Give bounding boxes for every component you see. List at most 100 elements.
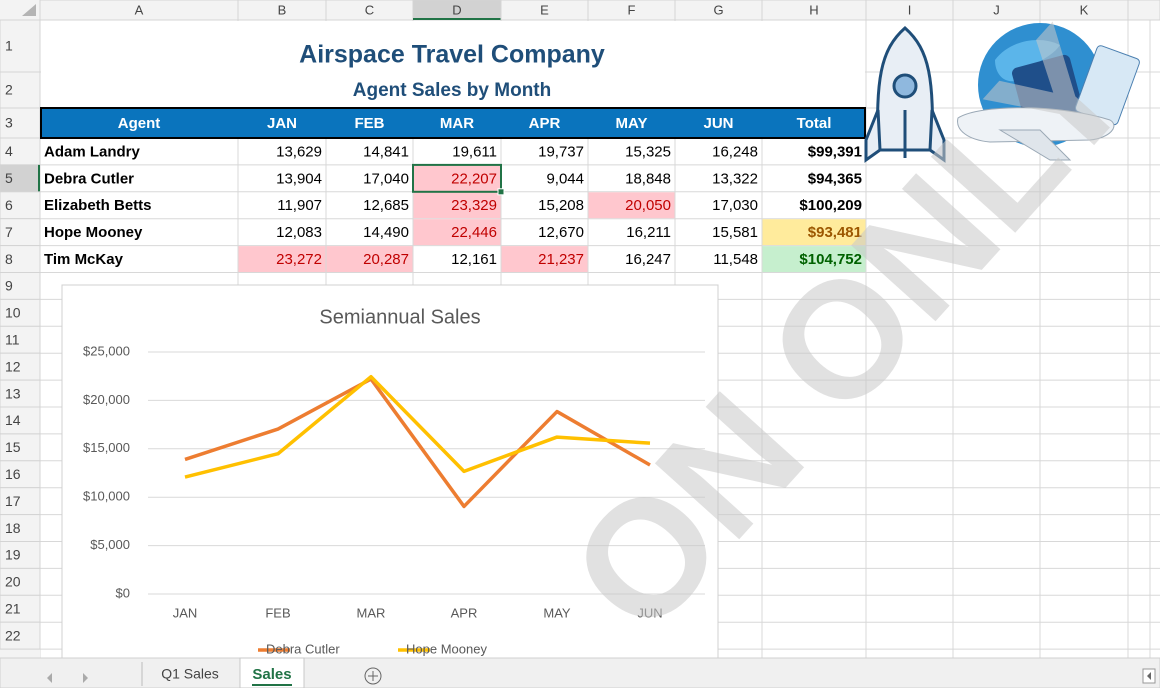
sales-cell[interactable]: 19,737 <box>538 143 584 160</box>
table-header-cell: FEB <box>355 115 385 132</box>
sales-cell[interactable]: 12,670 <box>538 224 584 241</box>
sales-cell[interactable]: 14,841 <box>363 143 409 160</box>
sheet-tab-active[interactable]: Sales <box>252 666 291 683</box>
sales-cell[interactable]: 16,248 <box>712 143 758 160</box>
row-header-label: 17 <box>5 493 21 509</box>
row-header-label: 12 <box>5 358 21 374</box>
sales-cell[interactable]: 20,050 <box>625 197 671 214</box>
row-header-label: 5 <box>5 170 13 186</box>
row-header-label: 21 <box>5 600 21 616</box>
row-header-label: 20 <box>5 574 21 590</box>
sales-cell[interactable]: 12,083 <box>276 224 322 241</box>
sales-cell[interactable]: 12,161 <box>451 251 497 268</box>
y-tick-label: $5,000 <box>90 537 130 552</box>
total-cell[interactable]: $99,391 <box>808 143 862 160</box>
row-header-label: 7 <box>5 224 13 240</box>
x-tick-label: FEB <box>265 605 290 620</box>
table-header-cell: JAN <box>267 115 297 132</box>
column-header-label: C <box>365 2 374 17</box>
x-tick-label: MAR <box>357 605 386 620</box>
column-header-label: D <box>452 2 461 17</box>
x-tick-label: JAN <box>173 605 198 620</box>
table-header-cell: APR <box>529 115 561 132</box>
chart-area <box>62 285 718 685</box>
row-header-label: 6 <box>5 197 13 213</box>
row-header-label: 9 <box>5 278 13 294</box>
sales-cell[interactable]: 15,581 <box>712 224 758 241</box>
row-header-label: 2 <box>5 82 13 98</box>
row-header-label: 18 <box>5 520 21 536</box>
sheet-title: Airspace Travel Company <box>299 41 605 69</box>
column-header-label: G <box>713 2 723 17</box>
sheet-subtitle: Agent Sales by Month <box>353 80 551 101</box>
column-header-label: E <box>540 2 549 17</box>
sales-cell[interactable]: 17,040 <box>363 170 409 187</box>
sales-cell[interactable]: 9,044 <box>546 170 584 187</box>
row-header-label: 22 <box>5 627 21 643</box>
column-header-label: H <box>809 2 818 17</box>
total-cell[interactable]: $104,752 <box>799 251 862 268</box>
total-cell[interactable]: $100,209 <box>799 197 862 214</box>
row-header-label: 13 <box>5 385 21 401</box>
y-tick-label: $15,000 <box>83 440 130 455</box>
sheet-tab[interactable]: Q1 Sales <box>161 666 219 682</box>
column-header-label: A <box>135 2 144 17</box>
sales-cell[interactable]: 13,322 <box>712 170 758 187</box>
sales-cell[interactable]: 16,211 <box>626 224 671 241</box>
agent-name[interactable]: Debra Cutler <box>44 170 134 187</box>
column-header-label: K <box>1080 2 1089 17</box>
sales-cell[interactable]: 11,548 <box>713 251 758 268</box>
row-header-label: 16 <box>5 466 21 482</box>
total-cell[interactable]: $94,365 <box>808 170 862 187</box>
table-header-cell: MAR <box>440 115 474 132</box>
sales-cell[interactable]: 15,208 <box>538 197 584 214</box>
page: ABCDEFGHIJK12345678910111213141516171819… <box>0 0 1160 688</box>
y-tick-label: $20,000 <box>83 392 130 407</box>
sales-cell[interactable]: 16,247 <box>625 251 671 268</box>
chart-title: Semiannual Sales <box>319 306 480 328</box>
row-header-label: 15 <box>5 439 21 455</box>
sales-cell[interactable]: 12,685 <box>363 197 409 214</box>
sales-cell[interactable]: 15,325 <box>625 143 671 160</box>
legend-label: Debra Cutler <box>266 641 340 656</box>
sales-cell[interactable]: 17,030 <box>712 197 758 214</box>
agent-name[interactable]: Elizabeth Betts <box>44 197 152 214</box>
row-header-label: 14 <box>5 412 21 428</box>
sales-cell[interactable]: 20,287 <box>363 251 409 268</box>
sales-cell[interactable]: 22,207 <box>451 170 497 187</box>
column-header-label: I <box>908 2 912 17</box>
sales-cell[interactable]: 13,629 <box>276 143 322 160</box>
sales-cell[interactable]: 22,446 <box>451 224 497 241</box>
agent-name[interactable]: Adam Landry <box>44 143 141 160</box>
column-header-label: F <box>628 2 636 17</box>
y-tick-label: $0 <box>116 585 130 600</box>
row-header-label: 4 <box>5 143 13 159</box>
sales-cell[interactable]: 23,329 <box>451 197 497 214</box>
sales-cell[interactable]: 13,904 <box>276 170 322 187</box>
excel-window: ABCDEFGHIJK12345678910111213141516171819… <box>0 0 1160 688</box>
row-header-label: 10 <box>5 305 21 321</box>
row-header-label: 3 <box>5 115 13 131</box>
row-header-label: 19 <box>5 547 21 563</box>
x-tick-label: MAY <box>543 605 571 620</box>
column-header <box>1128 0 1160 20</box>
row-header-label: 1 <box>5 38 13 54</box>
agent-name[interactable]: Tim McKay <box>44 251 124 268</box>
column-header-label: B <box>278 2 287 17</box>
row-header-label: 11 <box>5 331 20 347</box>
sales-cell[interactable]: 23,272 <box>276 251 322 268</box>
fill-handle <box>498 189 504 195</box>
sales-cell[interactable]: 19,611 <box>452 143 497 160</box>
table-header-cell: Total <box>797 115 832 132</box>
sales-cell[interactable]: 21,237 <box>538 251 584 268</box>
total-cell[interactable]: $93,481 <box>808 224 862 241</box>
sales-cell[interactable]: 18,848 <box>625 170 671 187</box>
y-tick-label: $25,000 <box>83 343 130 358</box>
sales-cell[interactable]: 14,490 <box>363 224 409 241</box>
y-tick-label: $10,000 <box>83 489 130 504</box>
table-header-cell: JUN <box>703 115 733 132</box>
table-header-cell: MAY <box>616 115 648 132</box>
rocket-window <box>894 75 916 97</box>
sales-cell[interactable]: 11,907 <box>277 197 322 214</box>
agent-name[interactable]: Hope Mooney <box>44 224 143 241</box>
